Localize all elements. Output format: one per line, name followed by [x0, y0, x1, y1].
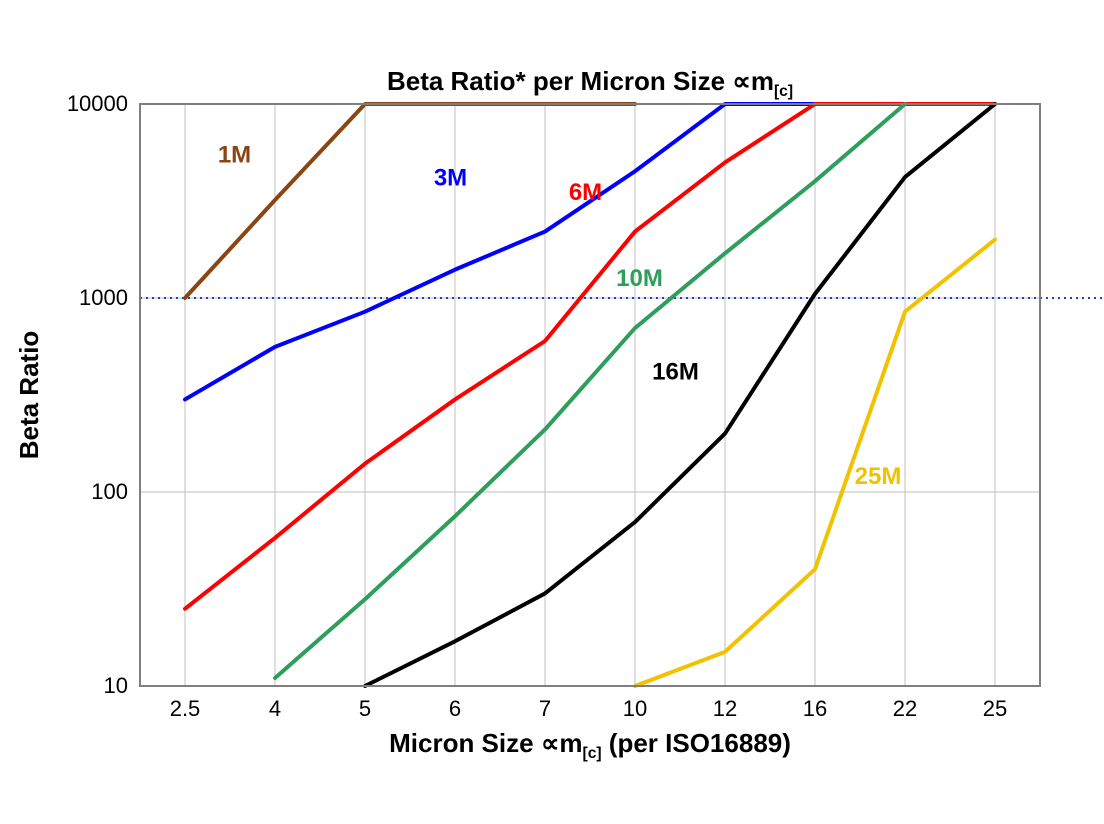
x-tick-label: 10: [623, 696, 647, 721]
x-tick-label: 7: [539, 696, 551, 721]
chart-title: Beta Ratio* per Micron Size ∝m[c]: [387, 66, 793, 100]
y-tick-label: 1000: [79, 285, 128, 310]
series-label-6M: 6M: [569, 179, 602, 206]
series-label-10M: 10M: [616, 265, 663, 292]
x-tick-label: 12: [713, 696, 737, 721]
x-tick-label: 22: [893, 696, 917, 721]
x-tick-label: 16: [803, 696, 827, 721]
y-axis-label: Beta Ratio: [14, 331, 44, 460]
x-tick-label: 25: [983, 696, 1007, 721]
series-label-16M: 16M: [652, 359, 699, 386]
series-label-25M: 25M: [855, 463, 902, 490]
chart-svg: 1M 3M 6M 10M 16M 25M 2.5 4 5 6 7 10 12 16 22 25 10 100 100…: [0, 0, 1104, 824]
y-tick-label: 10: [104, 673, 128, 698]
x-tick-label: 2.5: [170, 696, 201, 721]
series-label-1M: 1M: [218, 141, 251, 168]
beta-ratio-chart: 1M 3M 6M 10M 16M 25M 2.5 4 5 6 7 10 12 16 22 25 10 100 100…: [0, 0, 1104, 824]
x-tick-label: 5: [359, 696, 371, 721]
x-tick-label: 6: [449, 696, 461, 721]
x-tick-label: 4: [269, 696, 281, 721]
y-tick-label: 100: [91, 479, 128, 504]
x-axis-label: Micron Size ∝m[c] (per ISO16889): [389, 728, 791, 762]
y-tick-label: 10000: [67, 91, 128, 116]
series-label-3M: 3M: [434, 165, 467, 192]
